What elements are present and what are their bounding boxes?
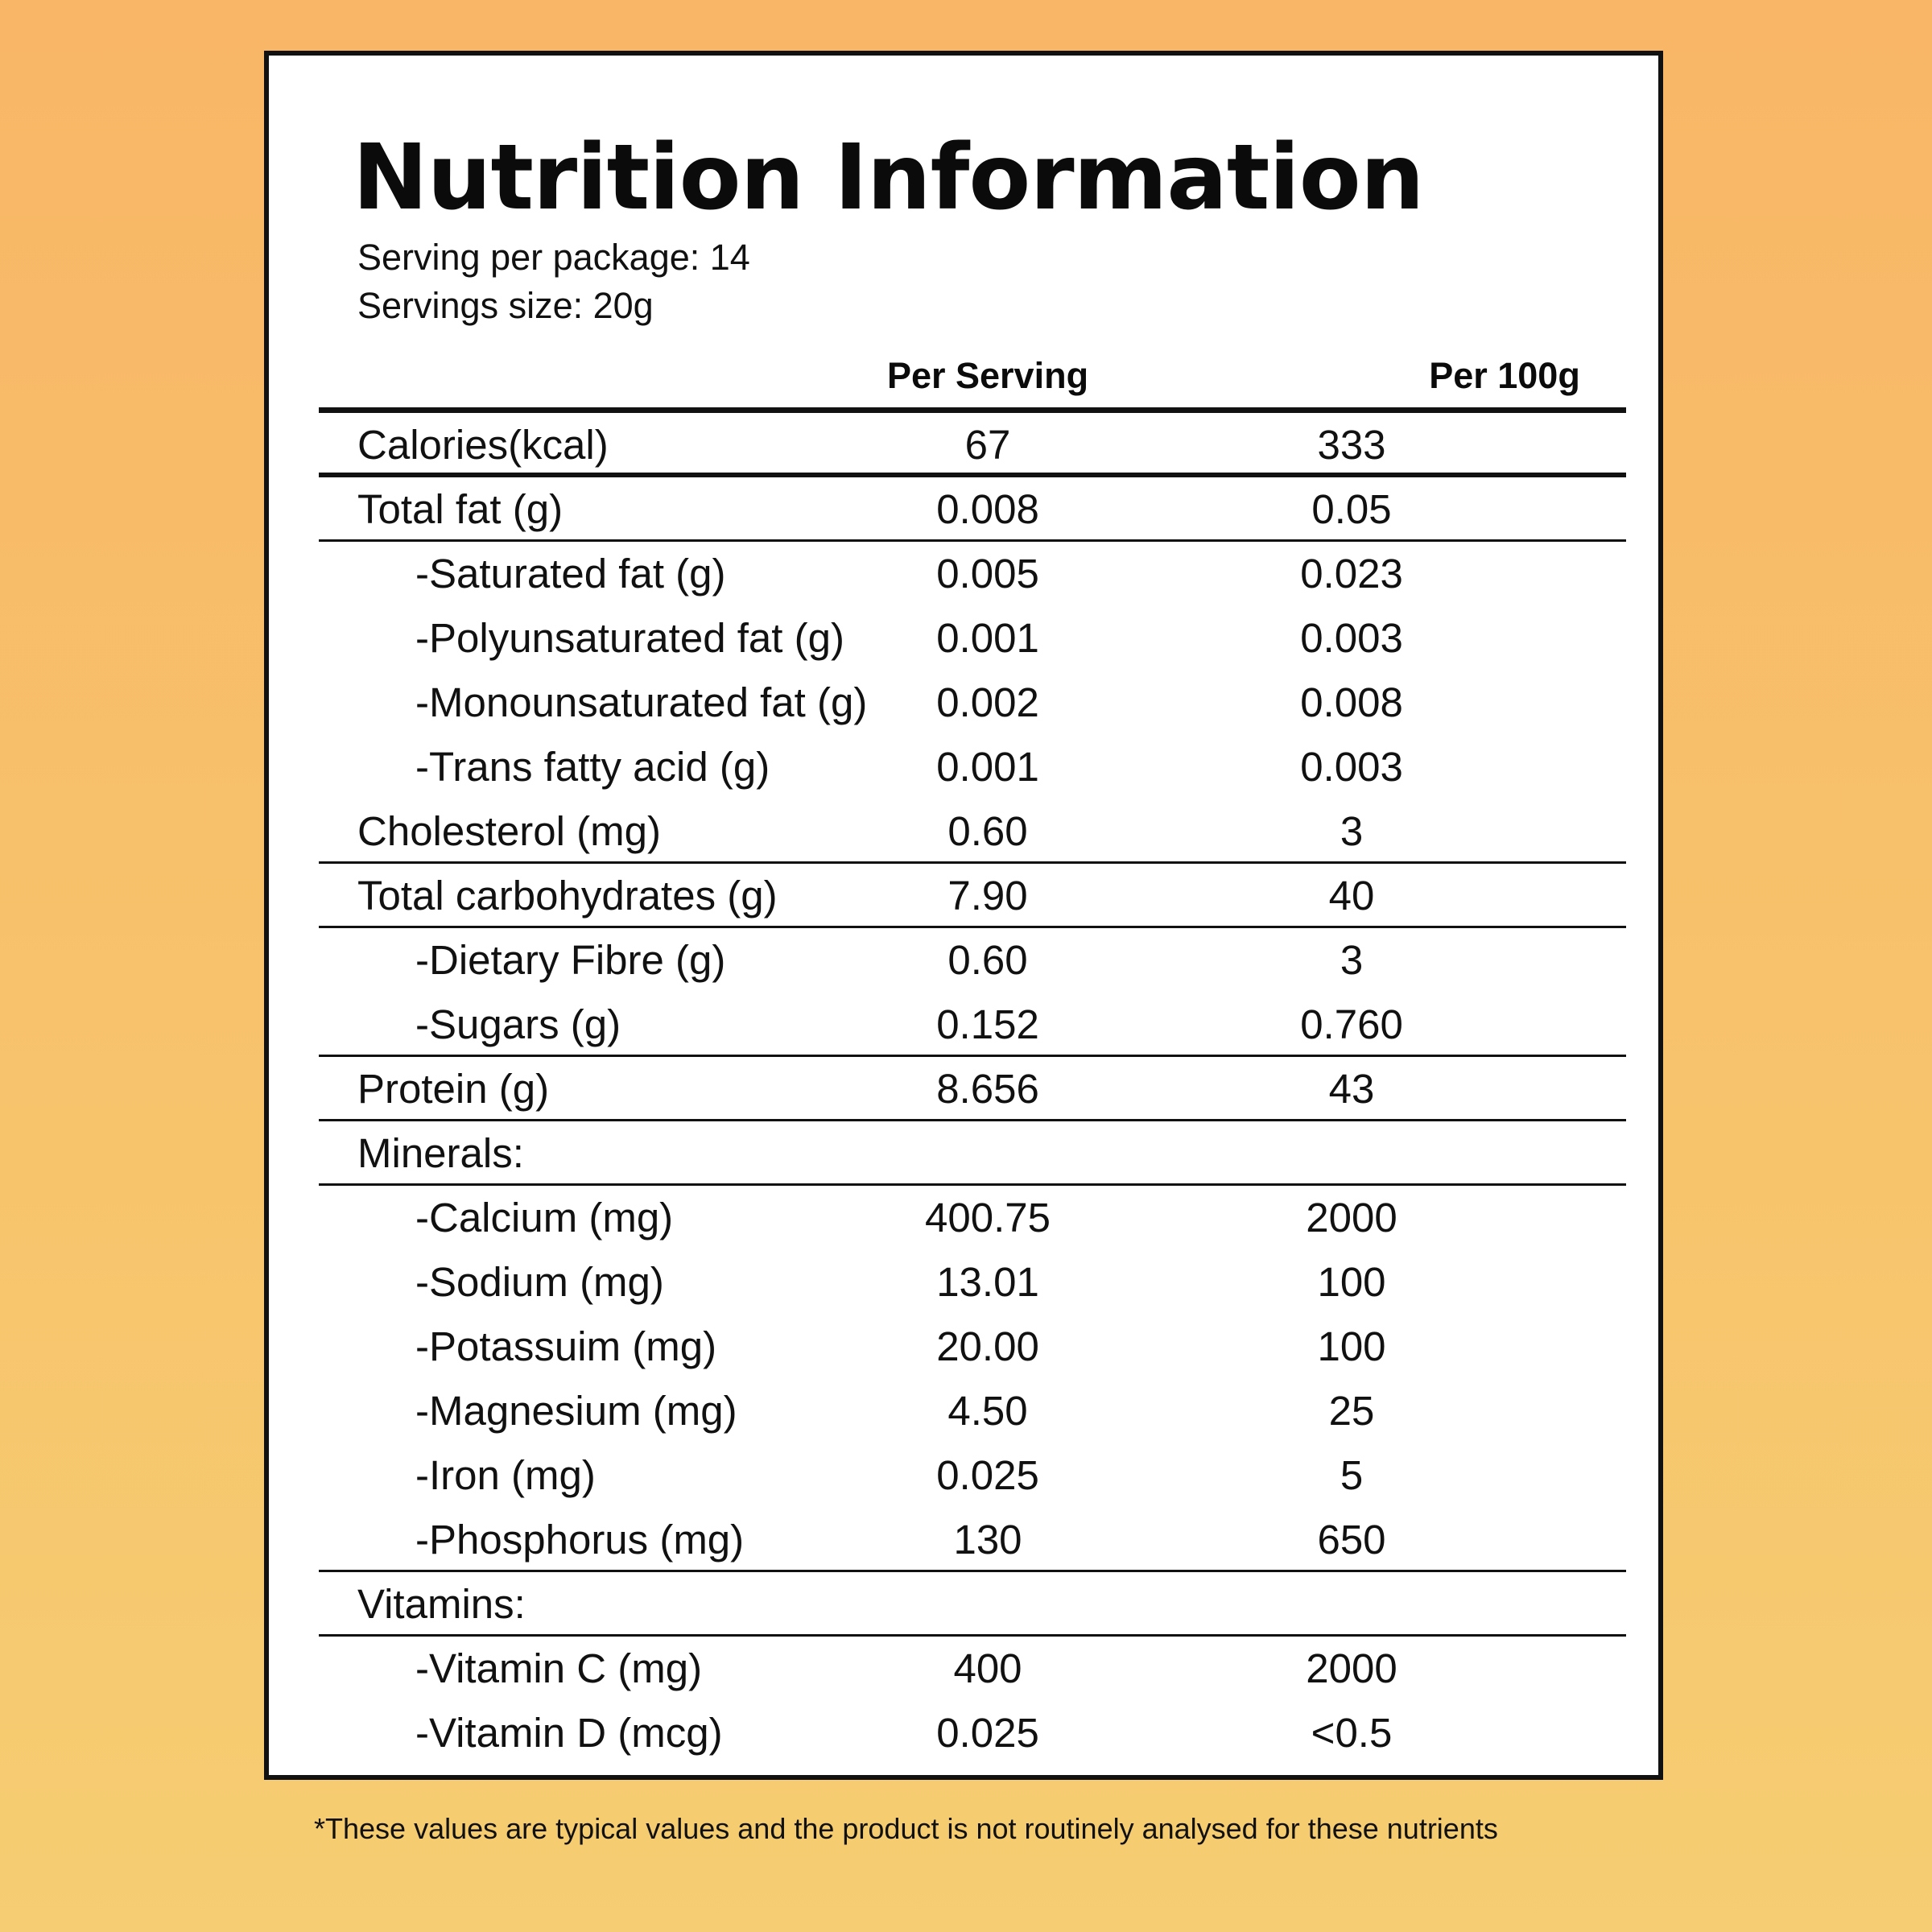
row-per-100g: 650 — [1317, 1517, 1386, 1563]
row-per-serving: 0.025 — [936, 1710, 1039, 1756]
row-per-serving — [827, 1572, 1149, 1637]
row-per-serving: 0.005 — [936, 551, 1039, 597]
footnote: *These values are typical values and the… — [314, 1812, 1498, 1845]
row-label: -Calcium (mg) — [415, 1195, 674, 1241]
table-row: Protein (g) 8.656 43 — [319, 1057, 1626, 1121]
row-per-serving — [827, 1121, 1149, 1186]
row-per-100g: 5 — [1340, 1452, 1364, 1498]
column-header-per-100g: Per 100g — [1429, 355, 1580, 396]
row-per-100g: 0.003 — [1300, 744, 1403, 790]
row-per-serving: 13.01 — [936, 1259, 1039, 1305]
row-label: Total carbohydrates (g) — [357, 873, 778, 919]
row-per-100g: 2000 — [1306, 1645, 1397, 1691]
row-per-serving: 0.152 — [936, 1001, 1039, 1047]
row-per-100g: 0.003 — [1300, 615, 1403, 661]
row-per-100g: 100 — [1317, 1259, 1386, 1305]
table-row: -Trans fatty acid (g) 0.001 0.003 — [319, 735, 1626, 799]
row-label: Vitamins: — [357, 1581, 526, 1627]
table-row: -Potassuim (mg) 20.00 100 — [319, 1315, 1626, 1379]
row-per-100g: 0.760 — [1300, 1001, 1403, 1047]
row-per-100g: 100 — [1317, 1323, 1386, 1369]
row-label: -Vitamin C (mg) — [415, 1645, 703, 1691]
row-per-100g: 43 — [1328, 1066, 1375, 1112]
servings-per-package: Serving per package: 14 — [357, 237, 750, 278]
row-label: Minerals: — [357, 1130, 524, 1176]
row-label: -Polyunsaturated fat (g) — [415, 615, 844, 661]
row-label: -Phosphorus (mg) — [415, 1517, 745, 1563]
table-row: -Dietary Fibre (g) 0.60 3 — [319, 928, 1626, 993]
table-row: Calories(kcal) 67 333 — [319, 413, 1626, 477]
column-header-per-serving: Per Serving — [886, 355, 1089, 396]
row-per-100g: 0.008 — [1300, 679, 1403, 725]
row-label: -Saturated fat (g) — [415, 551, 726, 597]
row-label: Protein (g) — [357, 1066, 550, 1112]
row-per-100g: 2000 — [1306, 1195, 1397, 1241]
table-row: -Magnesium (mg) 4.50 25 — [319, 1379, 1626, 1443]
row-per-serving: 0.60 — [947, 937, 1028, 983]
row-per-serving: 0.008 — [936, 486, 1039, 532]
table-row: -Phosphorus (mg) 130 650 — [319, 1508, 1626, 1572]
row-label: -Dietary Fibre (g) — [415, 937, 726, 983]
row-per-serving: 0.001 — [936, 615, 1039, 661]
row-per-100g: <0.5 — [1311, 1710, 1393, 1756]
section-header-vitamins: Vitamins: — [319, 1572, 1626, 1637]
row-label: -Vitamin D (mcg) — [415, 1710, 723, 1756]
serving-size: Servings size: 20g — [357, 285, 654, 326]
row-per-serving: 0.60 — [947, 808, 1028, 854]
row-label: Calories(kcal) — [357, 422, 609, 468]
table-row: -Vitamin D (mcg) 0.025 <0.5 — [319, 1701, 1626, 1765]
row-per-serving: 0.001 — [936, 744, 1039, 790]
row-per-serving: 20.00 — [936, 1323, 1039, 1369]
row-label: -Trans fatty acid (g) — [415, 744, 770, 790]
row-per-serving: 400.75 — [925, 1195, 1051, 1241]
row-label: -Monounsaturated fat (g) — [415, 679, 868, 725]
header-divider — [319, 407, 1626, 413]
row-per-100g: 0.05 — [1311, 486, 1392, 532]
table-row: -Sodium (mg) 13.01 100 — [319, 1250, 1626, 1315]
table-row: -Polyunsaturated fat (g) 0.001 0.003 — [319, 606, 1626, 671]
row-label: Cholesterol (mg) — [357, 808, 661, 854]
section-header-minerals: Minerals: — [319, 1121, 1626, 1186]
table-row: Total carbohydrates (g) 7.90 40 — [319, 864, 1626, 928]
table-row: -Monounsaturated fat (g) 0.002 0.008 — [319, 671, 1626, 735]
nutrition-table: Calories(kcal) 67 333 Total fat (g) 0.00… — [319, 407, 1626, 1765]
table-row: Cholesterol (mg) 0.60 3 — [319, 799, 1626, 864]
row-per-100g — [1191, 1572, 1513, 1637]
table-row: -Sugars (g) 0.152 0.760 — [319, 993, 1626, 1057]
table-row: -Vitamin C (mg) 400 2000 — [319, 1637, 1626, 1701]
row-per-100g: 40 — [1328, 873, 1375, 919]
table-row: -Iron (mg) 0.025 5 — [319, 1443, 1626, 1508]
row-label: -Sugars (g) — [415, 1001, 621, 1047]
row-label: -Magnesium (mg) — [415, 1388, 737, 1434]
row-label: -Iron (mg) — [415, 1452, 596, 1498]
row-per-100g: 0.023 — [1300, 551, 1403, 597]
row-per-100g: 333 — [1317, 422, 1386, 468]
row-per-serving: 400 — [953, 1645, 1022, 1691]
row-per-100g: 25 — [1328, 1388, 1375, 1434]
row-per-serving: 67 — [964, 422, 1011, 468]
row-per-100g: 3 — [1340, 937, 1364, 983]
row-per-serving: 0.002 — [936, 679, 1039, 725]
row-per-serving: 130 — [953, 1517, 1022, 1563]
nutrition-panel: Nutrition Information Serving per packag… — [264, 51, 1663, 1780]
row-per-100g — [1191, 1121, 1513, 1186]
table-row: -Saturated fat (g) 0.005 0.023 — [319, 542, 1626, 606]
table-row: Total fat (g) 0.008 0.05 — [319, 477, 1626, 542]
row-per-serving: 7.90 — [947, 873, 1028, 919]
table-row: -Calcium (mg) 400.75 2000 — [319, 1186, 1626, 1250]
row-label: -Potassuim (mg) — [415, 1323, 717, 1369]
row-label: -Sodium (mg) — [415, 1259, 664, 1305]
row-per-serving: 4.50 — [947, 1388, 1028, 1434]
row-per-serving: 0.025 — [936, 1452, 1039, 1498]
row-label: Total fat (g) — [357, 486, 564, 532]
page-title: Nutrition Information — [353, 126, 1424, 230]
row-per-100g: 3 — [1340, 808, 1364, 854]
row-per-serving: 8.656 — [936, 1066, 1039, 1112]
